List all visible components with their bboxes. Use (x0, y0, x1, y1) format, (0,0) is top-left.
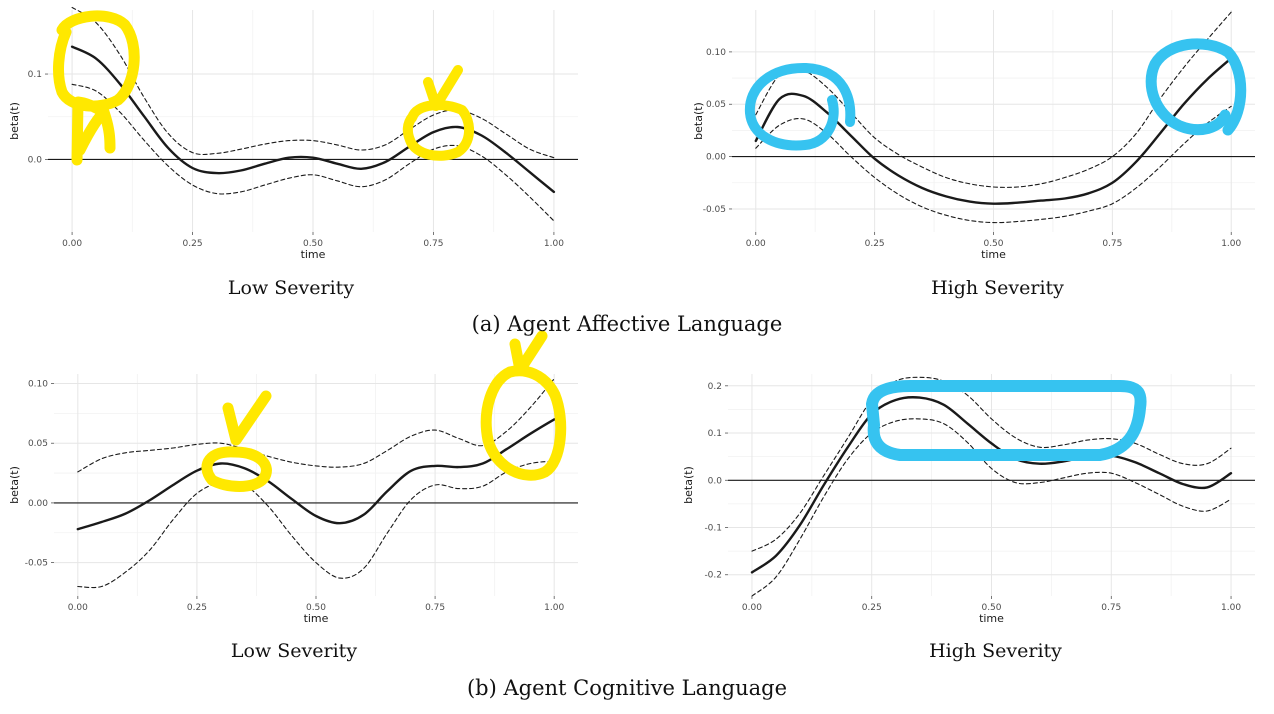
blue-rect-b-high (866, 380, 1147, 461)
x-tick-label: 1.00 (544, 239, 564, 249)
y-tick-label: -0.2 (704, 571, 722, 581)
series-estimate-line (70, 45, 556, 194)
x-tick-label: 0.25 (187, 603, 207, 613)
y-tick-label: 0.05 (706, 100, 726, 110)
x-tick-label: 1.00 (544, 603, 564, 613)
chart-a-low: 0.00 0.25 0.50 0.75 1.00 0.0 0.1 time beta(t) Low… (8, 6, 578, 299)
x-tick-label: 1.00 (1221, 239, 1241, 249)
y-tick-label: 0.0 (28, 155, 43, 165)
x-tick-label: 0.25 (183, 239, 203, 249)
y-tick-label: 0.10 (28, 380, 48, 390)
x-tick-label: 0.75 (423, 239, 443, 249)
y-tick-label: 0.1 (28, 70, 42, 80)
x-axis-title: time (304, 612, 329, 625)
series-estimate-line (750, 396, 1233, 574)
yellow-circle-b-low-end (480, 330, 567, 481)
blue-circle-a-high-end (1145, 38, 1247, 136)
x-tick-label: 0.25 (862, 603, 882, 613)
x-axis-title: time (301, 248, 326, 261)
x-tick-label: 0.50 (306, 603, 326, 613)
y-axis-title: beta(t) (692, 102, 705, 140)
y-axis-title: beta(t) (8, 466, 21, 504)
y-tick-label: 0.1 (708, 429, 722, 439)
x-tick-label: 0.00 (68, 603, 88, 613)
series-lower-band-line (71, 83, 555, 222)
chart-b-high: 0.00 0.25 0.50 0.75 1.00 -0.2 -0.1 0.0 0.1 0.2 tim… (682, 374, 1255, 662)
y-tick-label: -0.05 (703, 205, 726, 215)
y-tick-label: -0.05 (25, 559, 48, 569)
series-upper-band-line (77, 378, 555, 473)
figure-captions: (a) Agent Affective Language (b) Agent C… (467, 312, 787, 700)
x-tick-label: 0.75 (425, 603, 445, 613)
y-tick-label: 0.2 (708, 382, 722, 392)
x-tick-label: 0.00 (746, 239, 766, 249)
x-axis-title: time (979, 612, 1004, 625)
series-lower-band-line (751, 418, 1232, 597)
y-axis-title: beta(t) (682, 466, 695, 504)
series-lower-band-line (755, 105, 1232, 224)
x-axis-title: time (981, 248, 1006, 261)
x-tick-label: 1.00 (1221, 603, 1241, 613)
panel-title: High Severity (931, 277, 1064, 299)
caption-a: (a) Agent Affective Language (472, 312, 783, 336)
series-lower-band-line (77, 460, 555, 589)
y-tick-label: 0.00 (706, 153, 726, 163)
x-tick-label: 0.75 (1101, 603, 1121, 613)
yellow-circle-b-low-mid (201, 390, 272, 492)
x-tick-label: 0.00 (742, 603, 762, 613)
panel-title: High Severity (929, 640, 1062, 662)
series-upper-band-line (755, 11, 1232, 188)
chart-a-high: 0.00 0.25 0.50 0.75 1.00 -0.05 0.00 0.05 0.10 tim… (692, 10, 1255, 299)
x-tick-label: 0.50 (981, 603, 1001, 613)
highlight-annotations (53, 10, 1247, 492)
y-axis-title: beta(t) (8, 102, 21, 140)
series-estimate-line (76, 418, 556, 531)
y-tick-label: 0.00 (28, 499, 48, 509)
blue-circle-a-high-start (744, 62, 856, 151)
x-tick-label: 0.75 (1102, 239, 1122, 249)
chart-b-low: 0.00 0.25 0.50 0.75 1.00 -0.05 0.00 0.05 0.10 tim… (8, 374, 578, 662)
yellow-circle-a-low-end (402, 65, 474, 161)
caption-b: (b) Agent Cognitive Language (467, 676, 787, 700)
charts-layer: 0.00 0.25 0.50 0.75 1.00 0.0 0.1 time beta(t) Low… (8, 6, 1255, 662)
y-tick-label: 0.0 (708, 476, 723, 486)
panel-title: Low Severity (228, 277, 354, 299)
y-tick-label: 0.10 (706, 48, 726, 58)
x-tick-label: 0.50 (983, 239, 1003, 249)
yellow-circle-a-low-start (53, 10, 140, 166)
x-tick-label: 0.50 (303, 239, 323, 249)
series-upper-band-line (751, 376, 1232, 552)
panel-title: Low Severity (231, 640, 357, 662)
y-tick-label: 0.05 (28, 439, 48, 449)
x-tick-label: 0.00 (62, 239, 82, 249)
x-tick-label: 0.25 (865, 239, 885, 249)
y-tick-label: -0.1 (704, 524, 722, 534)
